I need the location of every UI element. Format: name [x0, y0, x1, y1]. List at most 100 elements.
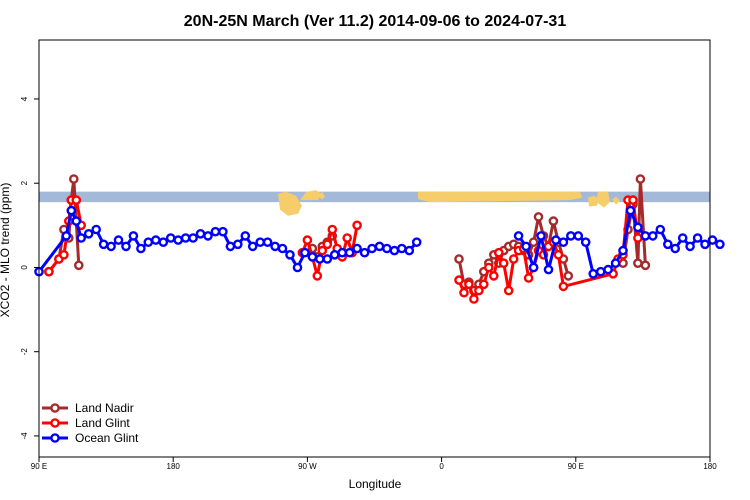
plot-frame: [38, 39, 711, 458]
data-point: [685, 241, 695, 252]
data-point: [618, 245, 628, 256]
map-strip-land: [588, 195, 599, 207]
data-point: [61, 231, 72, 241]
data-point: [478, 279, 489, 290]
map-strip: [39, 190, 710, 216]
data-point: [464, 279, 474, 290]
chart-title: 20N-25N March (Ver 11.2) 2014-09-06 to 2…: [184, 13, 567, 30]
data-point: [580, 237, 591, 247]
data-point: [327, 224, 338, 235]
data-point: [300, 247, 310, 258]
map-strip-land: [278, 191, 302, 216]
data-point: [640, 231, 651, 241]
y-axis-label: XCO2 - MLO trend (ppm): [0, 183, 12, 318]
data-point: [493, 247, 504, 258]
data-point: [158, 237, 169, 247]
map-strip-land: [300, 190, 322, 201]
data-point: [317, 245, 328, 256]
data-point: [74, 260, 84, 271]
data-point: [195, 228, 206, 239]
data-point: [69, 174, 79, 184]
legend-swatch-marker: [50, 403, 60, 413]
data-point: [707, 235, 718, 245]
data-point: [551, 235, 561, 245]
legend-item: Land Glint: [42, 416, 130, 430]
data-point: [307, 252, 318, 262]
data-point: [521, 241, 531, 252]
data-point: [292, 262, 303, 273]
data-point: [588, 268, 599, 279]
data-point: [389, 245, 400, 256]
legend-label: Land Nadir: [75, 401, 134, 415]
data-point: [633, 233, 643, 243]
map-strip-land: [418, 191, 582, 203]
data-point: [352, 220, 362, 231]
legend-item: Land Nadir: [42, 401, 134, 415]
legend-label: Land Glint: [75, 416, 130, 430]
data-point: [603, 264, 613, 275]
data-point: [285, 249, 295, 260]
data-point: [247, 241, 258, 252]
x-tick-label: 90 E: [568, 462, 584, 471]
data-point: [648, 231, 658, 241]
series-line: [37, 209, 418, 273]
data-point: [625, 205, 636, 216]
y-axis: -4 -2 0 2 4: [20, 96, 39, 440]
data-point: [44, 266, 54, 277]
data-point: [106, 241, 116, 252]
y-tick-label: -4: [20, 432, 29, 440]
data-point: [640, 260, 651, 271]
series-ocean-glint: [34, 205, 725, 279]
data-point: [359, 247, 370, 258]
data-point: [173, 235, 183, 245]
data-point: [344, 247, 355, 258]
data-point: [83, 228, 94, 239]
data-point: [474, 285, 484, 296]
data-point: [454, 275, 464, 285]
data-point: [628, 195, 638, 205]
data-point: [314, 254, 325, 264]
data-point: [513, 231, 524, 241]
data-point: [322, 254, 333, 264]
data-point: [277, 243, 288, 254]
data-point: [508, 254, 519, 264]
data-point: [633, 222, 643, 233]
data-point: [218, 226, 228, 237]
data-point: [240, 231, 251, 241]
data-point: [692, 233, 703, 243]
data-point: [454, 254, 464, 264]
x-tick-label: 90 W: [298, 462, 317, 471]
data-point: [225, 241, 236, 252]
data-point: [342, 233, 353, 243]
legend-item: Ocean Glint: [42, 431, 139, 445]
data-point: [498, 258, 509, 269]
y-tick-label: -2: [20, 348, 29, 356]
x-axis: 90 E 180 90 W 0 90 E 180: [31, 457, 717, 471]
data-point: [59, 249, 69, 260]
x-tick-label: 180: [703, 462, 717, 471]
data-point: [312, 271, 323, 281]
map-strip-land: [612, 196, 620, 205]
y-tick-label: 2: [20, 180, 29, 185]
data-point: [533, 212, 544, 222]
data-point: [66, 205, 77, 216]
data-point: [566, 231, 576, 241]
data-point: [165, 233, 176, 243]
data-point: [633, 258, 643, 269]
data-point: [188, 233, 198, 243]
data-point: [536, 231, 546, 241]
data-point: [610, 258, 621, 269]
data-point: [483, 262, 494, 273]
data-point: [655, 224, 666, 235]
map-strip-land: [596, 191, 610, 208]
data-point: [91, 224, 101, 235]
data-point: [595, 266, 606, 277]
data-point: [663, 239, 673, 250]
data-point: [262, 237, 273, 247]
data-point: [523, 273, 534, 283]
data-point: [143, 237, 154, 247]
y-tick-label: 0: [20, 265, 29, 270]
map-strip-ocean: [39, 191, 710, 203]
x-tick-label: 0: [439, 462, 444, 471]
